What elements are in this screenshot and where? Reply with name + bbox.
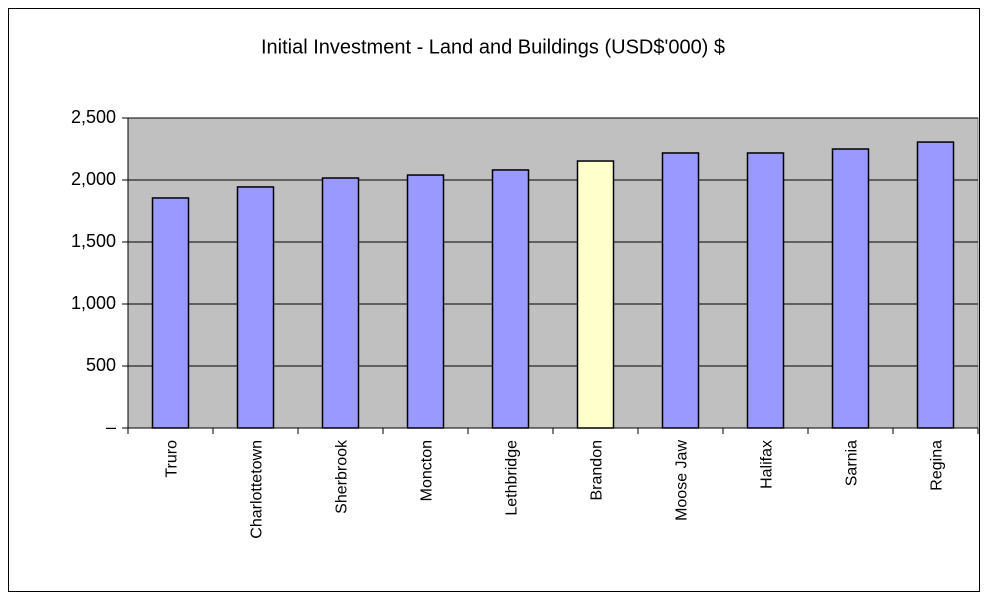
bar xyxy=(236,186,275,429)
bar xyxy=(661,152,700,429)
x-tick-label: Moose Jaw xyxy=(674,440,691,521)
y-tick-label: 2,000 xyxy=(71,169,116,189)
bar xyxy=(831,148,870,429)
x-tick-label: Truro xyxy=(164,440,181,478)
bar xyxy=(491,169,530,429)
x-tick-label: Sarnia xyxy=(844,440,861,486)
bar xyxy=(746,152,785,429)
y-tick-label: 1,500 xyxy=(71,231,116,251)
chart-title: Initial Investment - Land and Buildings … xyxy=(261,36,725,58)
bar xyxy=(916,141,955,429)
x-tick-label: Halifax xyxy=(759,440,776,489)
bar xyxy=(151,197,190,429)
y-tick-label: 2,500 xyxy=(71,107,116,127)
x-tick-label: Moncton xyxy=(419,440,436,501)
x-tick-label: Lethbridge xyxy=(504,440,521,516)
y-tick-label: – xyxy=(106,417,116,437)
y-tick-label: 1,000 xyxy=(71,293,116,313)
x-tick-label: Sherbrook xyxy=(334,439,351,514)
x-tick-label: Brandon xyxy=(589,440,606,501)
y-tick-label: 500 xyxy=(86,355,116,375)
bar xyxy=(576,160,615,429)
x-tick-label: Charlottetown xyxy=(249,440,266,539)
bar xyxy=(406,174,445,429)
bar xyxy=(321,177,360,429)
x-tick-label: Regina xyxy=(929,440,946,491)
